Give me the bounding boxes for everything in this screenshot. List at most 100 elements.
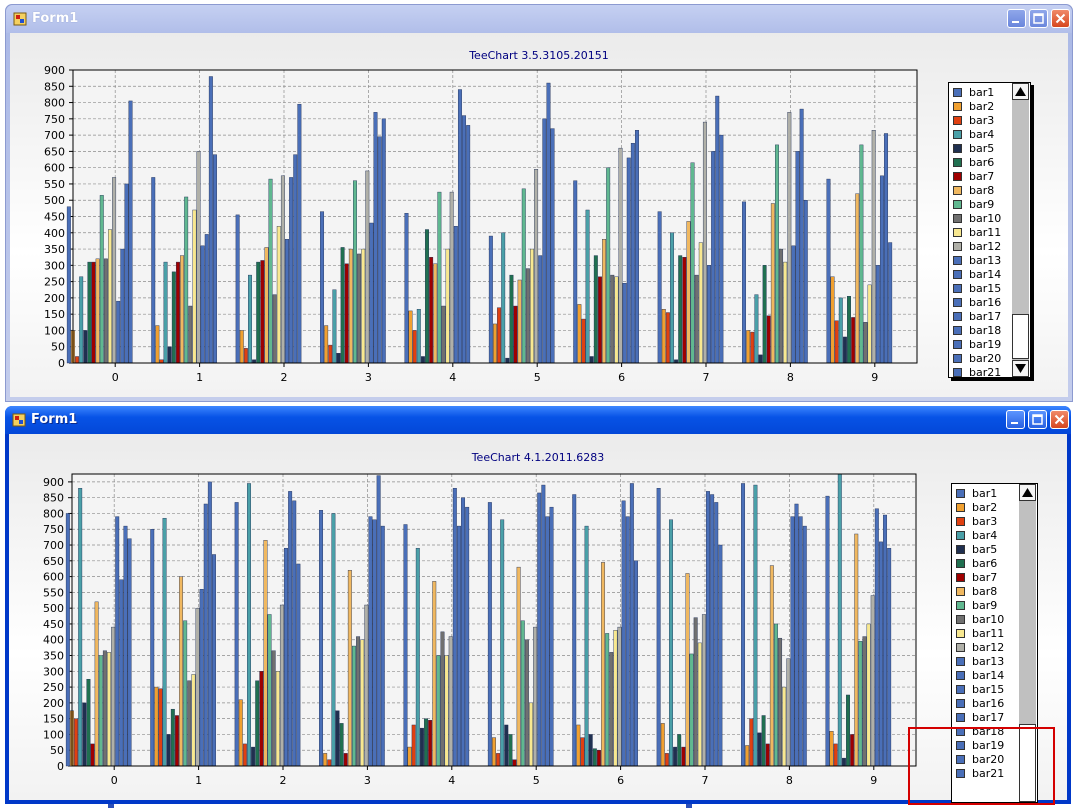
bar-bar1-3[interactable]: [319, 510, 324, 767]
bar-bar1-0[interactable]: [65, 513, 70, 767]
bar-bar12-6[interactable]: [618, 147, 623, 364]
bar-bar15-5[interactable]: [545, 516, 550, 767]
bar-bar7-0[interactable]: [91, 261, 96, 364]
bar-bar4-3[interactable]: [331, 513, 336, 767]
bar-bar13-1[interactable]: [200, 245, 205, 364]
bar-bar2-6[interactable]: [577, 304, 582, 364]
bar-bar2-7[interactable]: [660, 723, 665, 767]
bar-bar11-4[interactable]: [444, 655, 449, 767]
bar-bar12-9[interactable]: [870, 595, 875, 767]
bar-bar13-2[interactable]: [285, 239, 289, 364]
bar-bar4-7[interactable]: [669, 519, 673, 767]
bar-bar3-6[interactable]: [581, 318, 586, 364]
bar-bar13-5[interactable]: [538, 255, 543, 364]
bar-bar12-4[interactable]: [448, 636, 453, 767]
bar-bar13-1[interactable]: [199, 589, 204, 767]
bar-bar5-5[interactable]: [504, 724, 509, 767]
bar-bar8-1[interactable]: [180, 255, 185, 364]
bar-bar14-0[interactable]: [120, 248, 125, 364]
bar-bar2-1[interactable]: [155, 325, 160, 364]
bar-bar11-8[interactable]: [782, 686, 787, 767]
bar-bar4-9[interactable]: [837, 473, 842, 767]
bar-bar2-9[interactable]: [830, 276, 835, 364]
bar-bar14-8[interactable]: [795, 151, 800, 364]
bar-bar16-2[interactable]: [296, 563, 301, 767]
bar-bar1-9[interactable]: [825, 495, 830, 767]
bar-bar15-4[interactable]: [461, 497, 466, 767]
bar-bar15-9[interactable]: [884, 133, 889, 364]
bar-bar16-4[interactable]: [466, 125, 471, 364]
bar-bar3-0[interactable]: [75, 356, 80, 364]
bar-bar8-0[interactable]: [95, 258, 100, 364]
bar-bar3-4[interactable]: [411, 724, 416, 767]
scroll-thumb[interactable]: [1019, 724, 1036, 802]
bar-bar4-7[interactable]: [670, 232, 674, 364]
bar-bar16-0[interactable]: [128, 100, 133, 364]
titlebar[interactable]: Form1: [5, 406, 1071, 434]
bar-bar9-5[interactable]: [521, 188, 526, 364]
scroll-up-button[interactable]: [1019, 484, 1036, 501]
bar-bar11-9[interactable]: [866, 623, 871, 767]
bar-bar3-8[interactable]: [750, 331, 755, 364]
minimize-button[interactable]: [1006, 410, 1025, 429]
bar-bar13-9[interactable]: [875, 265, 880, 364]
bar-bar14-5[interactable]: [541, 484, 546, 767]
bar-bar9-6[interactable]: [605, 633, 610, 767]
bar-bar10-7[interactable]: [694, 274, 699, 364]
chart-legend[interactable]: bar1 bar2 bar3 bar4 bar5 bar6 bar7 bar8 bar9 bar1…: [948, 82, 1031, 379]
bar-bar9-7[interactable]: [689, 653, 694, 767]
bar-bar13-6[interactable]: [622, 283, 627, 364]
bar-bar9-0[interactable]: [99, 195, 104, 364]
bar-bar16-4[interactable]: [465, 506, 470, 767]
bar-bar6-7[interactable]: [677, 734, 682, 767]
chart-legend[interactable]: bar1 bar2 bar3 bar4 bar5 bar6 bar7 bar8 bar9 bar1…: [951, 483, 1038, 803]
bar-bar5-6[interactable]: [589, 356, 594, 364]
bar-bar14-9[interactable]: [879, 175, 884, 364]
bar-bar7-1[interactable]: [175, 261, 180, 364]
bar-bar6-1[interactable]: [170, 708, 175, 767]
bar-bar2-4[interactable]: [408, 310, 413, 364]
bar-bar3-5[interactable]: [497, 307, 502, 364]
bar-bar14-3[interactable]: [372, 519, 377, 767]
bar-bar9-7[interactable]: [690, 162, 695, 364]
bar-bar16-7[interactable]: [718, 544, 723, 767]
bar-bar4-1[interactable]: [162, 517, 167, 767]
bar-bar9-9[interactable]: [859, 144, 864, 364]
bar-bar8-8[interactable]: [769, 565, 774, 767]
bar-bar5-8[interactable]: [758, 354, 763, 364]
bar-bar14-1[interactable]: [204, 234, 209, 364]
bar-bar12-5[interactable]: [533, 626, 538, 767]
bar-bar16-6[interactable]: [635, 130, 639, 364]
bar-bar8-7[interactable]: [686, 221, 691, 364]
bar-bar5-9[interactable]: [841, 757, 846, 767]
bar-bar7-8[interactable]: [765, 743, 770, 767]
bar-bar4-9[interactable]: [838, 297, 843, 364]
bar-bar1-7[interactable]: [656, 488, 661, 767]
bar-bar13-4[interactable]: [452, 488, 457, 767]
bar-bar13-7[interactable]: [707, 265, 711, 364]
bar-bar5-9[interactable]: [842, 336, 847, 364]
bar-bar2-3[interactable]: [323, 753, 328, 767]
bar-bar2-5[interactable]: [493, 323, 497, 364]
bar-bar4-0[interactable]: [79, 276, 84, 364]
bar-bar11-4[interactable]: [445, 248, 450, 364]
bar-bar10-4[interactable]: [440, 631, 445, 767]
bar-bar12-1[interactable]: [196, 151, 201, 364]
bar-bar8-5[interactable]: [516, 566, 521, 767]
bar-bar13-0[interactable]: [115, 516, 120, 767]
bar-bar16-9[interactable]: [887, 547, 892, 767]
bar-bar9-0[interactable]: [98, 655, 103, 767]
bar-bar14-5[interactable]: [542, 118, 547, 364]
bar-bar8-4[interactable]: [432, 581, 437, 767]
bar-bar3-0[interactable]: [74, 718, 79, 767]
bar-bar14-1[interactable]: [203, 503, 208, 767]
bar-bar12-9[interactable]: [871, 130, 876, 364]
bar-bar10-9[interactable]: [863, 322, 868, 364]
bar-bar4-8[interactable]: [753, 484, 758, 767]
bar-bar15-4[interactable]: [462, 115, 467, 364]
bar-bar16-2[interactable]: [297, 103, 302, 364]
bar-bar13-3[interactable]: [368, 516, 373, 767]
bar-bar8-9[interactable]: [855, 193, 860, 364]
bar-bar3-6[interactable]: [580, 737, 585, 767]
bar-bar4-5[interactable]: [501, 232, 506, 364]
